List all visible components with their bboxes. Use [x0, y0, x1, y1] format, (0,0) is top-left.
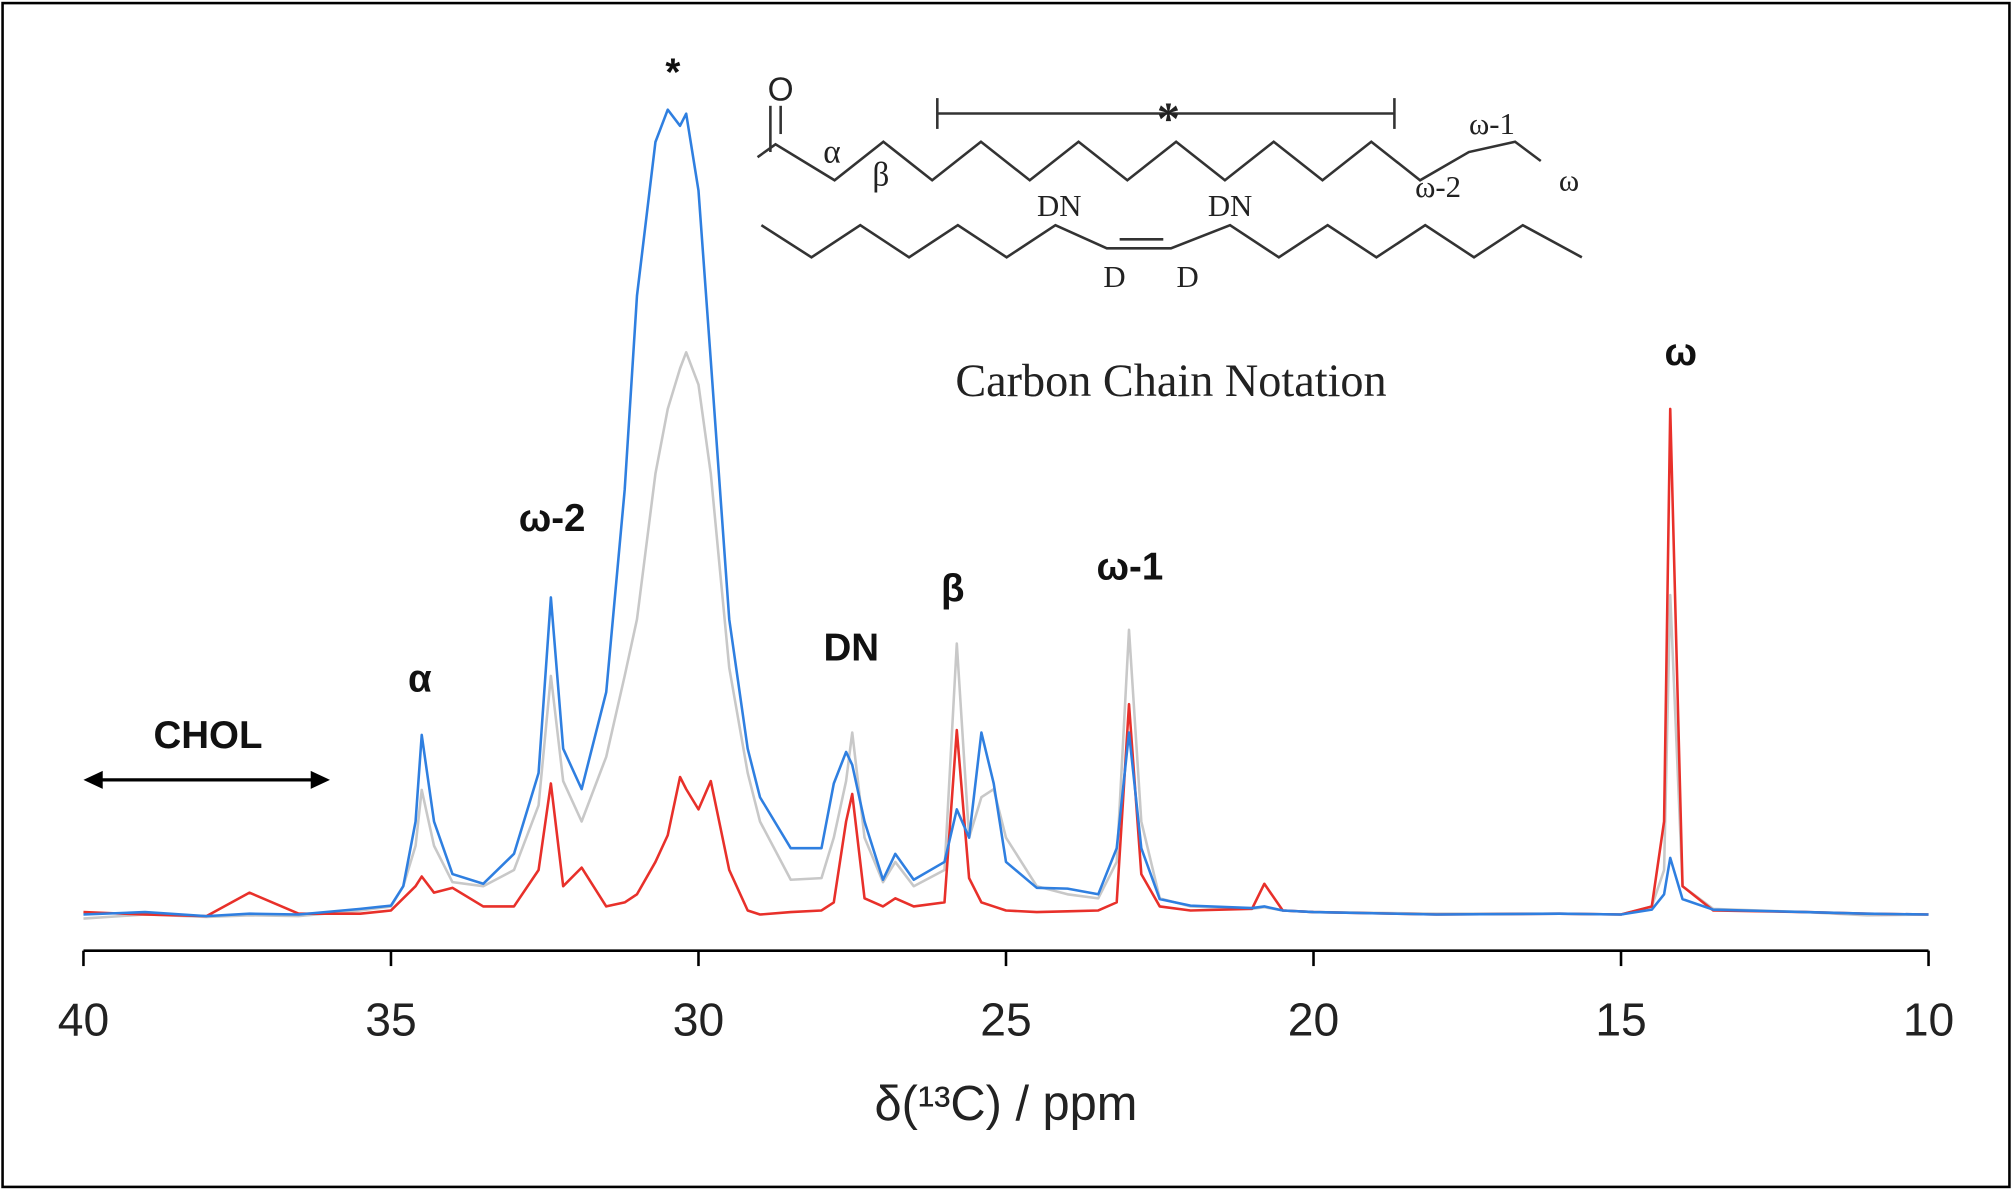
x-tick-label: 35: [365, 993, 416, 1045]
diagram-label: DN: [1037, 189, 1081, 223]
diagram-label: α: [823, 133, 841, 170]
peak-label: DN: [823, 626, 879, 669]
x-tick-label: 15: [1595, 993, 1646, 1045]
peak-label: ω-1: [1097, 546, 1164, 589]
peak-label: α: [408, 657, 432, 700]
plot: 40 35 30 25 20 15 10 δ(¹³C) / ppm α ω-2 * DN β ω-1 ω CH…: [58, 51, 1955, 1131]
x-tick-label: 20: [1288, 993, 1339, 1045]
diagram-label: ω: [1559, 164, 1579, 198]
x-tick-label: 25: [980, 993, 1031, 1045]
diagram-label: O: [768, 72, 794, 109]
diagram-labels: Oαβ * ω-1ω-2 ω DN DN D D Carbon Chain Notation: [768, 72, 1579, 406]
peak-label: CHOL: [153, 714, 262, 757]
diagram-title: Carbon Chain Notation: [955, 355, 1386, 406]
x-tick-label: 40: [58, 993, 109, 1045]
x-tick-label: 30: [673, 993, 724, 1045]
diagram-label: DN: [1208, 189, 1252, 223]
diagram-label: ω-1: [1469, 107, 1515, 141]
diagram-label: D: [1103, 260, 1125, 294]
spectrum-line: [83, 108, 1929, 918]
chol-arrow: [83, 770, 330, 789]
diagram-label: ω-2: [1415, 170, 1461, 204]
x-tick-label: 10: [1903, 993, 1954, 1045]
peak-label: β: [941, 567, 965, 610]
x-axis-label: δ(¹³C) / ppm: [875, 1077, 1138, 1131]
peak-label: ω-2: [519, 497, 586, 540]
diagram-label: *: [1157, 93, 1180, 144]
chain-diagram: [756, 98, 1583, 259]
diagram-label: D: [1177, 260, 1199, 294]
diagram-label: β: [872, 156, 889, 193]
peak-label: *: [665, 51, 680, 94]
peak-label: ω: [1664, 331, 1697, 374]
